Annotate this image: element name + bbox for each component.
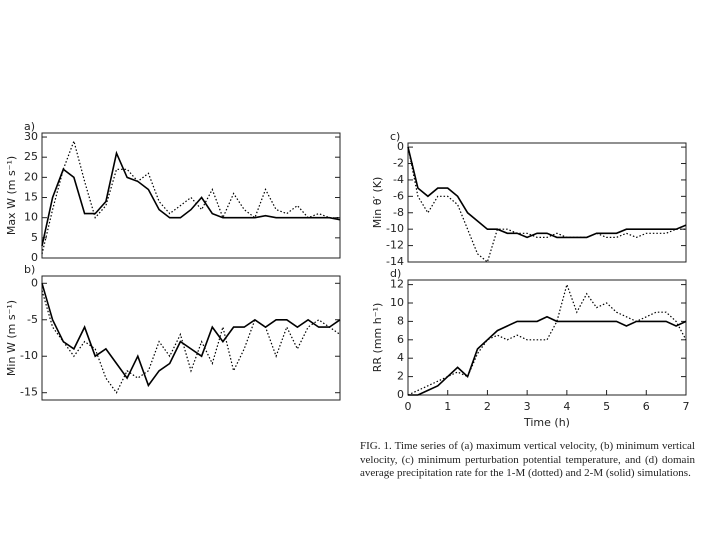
y-tick-label: 30 — [24, 130, 38, 143]
x-tick-label: 5 — [603, 400, 610, 413]
series-line — [41, 150, 341, 247]
plot-frame — [407, 279, 687, 396]
y-tick-label: -10 — [20, 349, 38, 362]
plot-frame — [41, 132, 341, 259]
y-axis-label: Min W (m s⁻¹) — [5, 300, 18, 376]
y-tick-label: 10 — [390, 296, 404, 309]
x-tick-label: 6 — [643, 400, 650, 413]
plot-frame — [41, 275, 341, 401]
x-tick-label: 2 — [484, 400, 491, 413]
x-tick-label: 0 — [405, 400, 412, 413]
y-tick-label: -10 — [386, 222, 404, 235]
panel-label: b) — [24, 263, 35, 276]
x-tick-label: 1 — [444, 400, 451, 413]
y-tick-label: 6 — [397, 333, 404, 346]
y-tick-label: 12 — [390, 278, 404, 291]
y-tick-label: 4 — [397, 351, 404, 364]
y-tick-label: 0 — [397, 140, 404, 153]
y-tick-label: -8 — [393, 206, 404, 219]
y-axis-label: Max W (m s⁻¹) — [5, 156, 18, 235]
panel-label: c) — [390, 130, 400, 143]
y-tick-label: 0 — [31, 251, 38, 264]
panel-label: d) — [390, 267, 401, 280]
series-line — [41, 290, 341, 394]
y-tick-label: 25 — [24, 150, 38, 163]
y-tick-label: -2 — [393, 157, 404, 170]
plot-frame — [407, 142, 687, 263]
y-tick-label: -4 — [393, 173, 404, 186]
y-tick-label: 0 — [397, 388, 404, 401]
y-tick-label: 5 — [31, 231, 38, 244]
series-line — [408, 315, 687, 396]
y-tick-label: 2 — [397, 370, 404, 383]
x-tick-label: 7 — [683, 400, 690, 413]
y-tick-label: -14 — [386, 255, 404, 268]
panel-label: a) — [24, 120, 35, 133]
y-tick-label: -5 — [27, 313, 38, 326]
y-axis-label: RR (mm h⁻¹) — [371, 303, 384, 372]
y-tick-label: 8 — [397, 314, 404, 327]
x-axis-label: Time (h) — [523, 416, 570, 429]
y-axis-label: Min θ′ (K) — [371, 177, 384, 229]
series-line — [407, 282, 687, 396]
y-tick-label: -15 — [20, 386, 38, 399]
caption: FIG. 1. Time series of (a) maximum verti… — [360, 440, 695, 479]
y-tick-label: -6 — [393, 189, 404, 202]
x-tick-label: 3 — [524, 400, 531, 413]
series-line — [407, 146, 687, 239]
y-tick-label: -12 — [386, 239, 404, 252]
y-tick-label: 15 — [24, 191, 38, 204]
series-line — [407, 146, 686, 264]
x-tick-label: 4 — [563, 400, 570, 413]
series-line — [41, 283, 341, 388]
y-tick-label: 20 — [24, 170, 38, 183]
series-line — [41, 139, 340, 255]
y-tick-label: 10 — [24, 211, 38, 224]
y-tick-label: 0 — [31, 276, 38, 289]
